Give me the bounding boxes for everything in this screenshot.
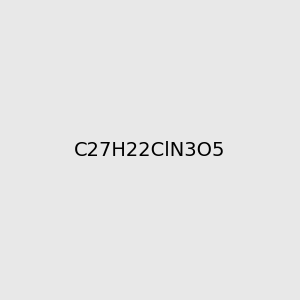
Text: C27H22ClN3O5: C27H22ClN3O5 [74, 140, 226, 160]
